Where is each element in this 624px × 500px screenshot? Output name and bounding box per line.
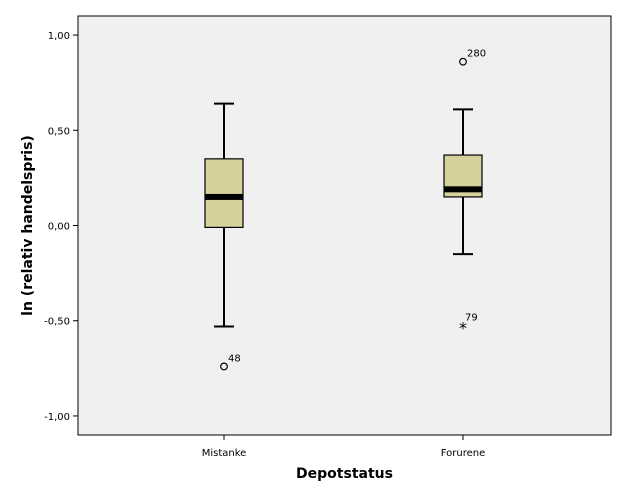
x-axis-title: Depotstatus — [296, 466, 393, 482]
x-axis: Mistanke Forurene — [202, 435, 486, 459]
box-iqr — [204, 158, 244, 229]
x-tick-label: Forurene — [441, 448, 486, 459]
y-axis-title: ln (relativ handelspris) — [20, 135, 36, 316]
outlier-star: * — [459, 318, 467, 337]
x-tick-label: Mistanke — [202, 448, 247, 459]
outlier-circle — [220, 362, 228, 371]
boxes: 48 280 *79 — [204, 49, 486, 371]
y-tick-label: 0,50 — [48, 126, 70, 137]
outlier-circle — [459, 57, 467, 66]
plot-area — [77, 15, 612, 436]
box-forurene: 280 *79 — [443, 49, 486, 337]
outlier-label: 280 — [467, 49, 486, 60]
y-tick-label: 0,00 — [48, 222, 70, 233]
box-mistanke: 48 — [204, 102, 244, 371]
median-line — [444, 186, 482, 193]
y-tick-label: 1,00 — [48, 31, 70, 42]
y-tick-label: -1,00 — [44, 412, 70, 423]
outlier-label: 48 — [228, 353, 241, 364]
median-line — [205, 193, 243, 200]
outlier-label: 79 — [465, 312, 478, 323]
y-tick-label: -0,50 — [44, 317, 70, 328]
y-axis: 1,00 0,50 0,00 -0,50 -1,00 — [44, 31, 78, 423]
